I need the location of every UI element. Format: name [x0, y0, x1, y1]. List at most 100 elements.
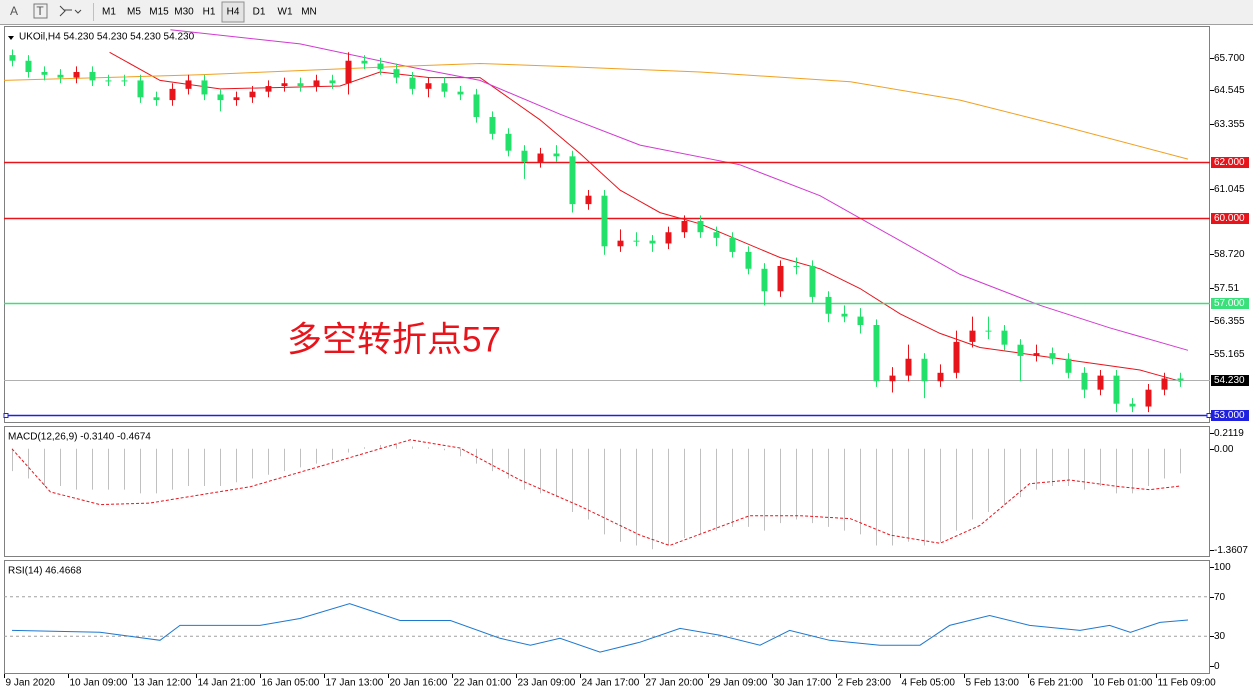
timeframe-button[interactable]: M1	[102, 7, 116, 18]
tool-icon[interactable]	[59, 5, 82, 17]
level-box	[1211, 213, 1249, 224]
x-tick-label: 2 Feb 23:00	[838, 678, 892, 689]
x-tick-label: 9 Jan 2020	[6, 678, 56, 689]
candle-body	[1033, 353, 1040, 356]
candle-body	[841, 313, 848, 317]
candle-body	[601, 195, 608, 247]
x-tick-label: 5 Feb 13:00	[966, 678, 1020, 689]
candle-body	[153, 97, 160, 101]
candle-body	[1017, 344, 1024, 356]
level-box	[1211, 298, 1249, 309]
candle-body	[729, 237, 736, 252]
x-tick-label: 17 Jan 13:00	[326, 678, 384, 689]
x-tick-label: 13 Jan 12:00	[134, 678, 192, 689]
candle-body	[249, 91, 256, 98]
x-tick-label: 16 Jan 05:00	[262, 678, 320, 689]
rsi-line	[11, 603, 1189, 653]
candle-body	[57, 74, 64, 78]
panel-title: MACD(12,26,9) -0.3140 -0.4674	[8, 432, 151, 443]
candle-body	[745, 251, 752, 269]
candle-body	[761, 268, 768, 292]
x-tick-label: 11 Feb 09:00	[1158, 678, 1217, 689]
x-tick-label: 24 Jan 17:00	[582, 678, 640, 689]
frames	[4, 26, 1210, 674]
timeframe-button[interactable]: H4	[227, 7, 240, 18]
candle-body	[953, 341, 960, 373]
candle-body	[121, 80, 128, 82]
candle-body	[713, 232, 720, 238]
candle-body	[169, 88, 176, 101]
y-tick-label: 100	[1214, 562, 1231, 573]
level-label: 57.000	[1214, 298, 1245, 309]
candle-body	[1097, 375, 1104, 390]
y-tick-label: 0.00	[1214, 444, 1234, 455]
panel-title: RSI(14) 46.4668	[8, 566, 82, 577]
candle-body	[297, 83, 304, 87]
candle-body	[1145, 389, 1152, 407]
candle-body	[665, 232, 672, 244]
candle-body	[521, 150, 528, 162]
candle-body	[25, 60, 32, 72]
candle-body	[137, 80, 144, 98]
candle-body	[281, 83, 288, 87]
y-tick-label: 61.045	[1214, 184, 1245, 195]
candle-body	[473, 94, 480, 117]
candle-body	[457, 91, 464, 95]
tool-button[interactable]: A	[10, 4, 18, 18]
x-tick-label: 14 Jan 21:00	[198, 678, 256, 689]
current-price-box	[1211, 375, 1249, 386]
y-tick-label: 0.2119	[1214, 428, 1244, 439]
x-tick-label: 4 Feb 05:00	[902, 678, 956, 689]
x-tick-label: 10 Feb 01:00	[1094, 678, 1153, 689]
timeframe-button[interactable]: W1	[278, 7, 293, 18]
candle-body	[633, 240, 640, 242]
candle-body	[569, 156, 576, 205]
timeframe-button[interactable]: H1	[203, 7, 216, 18]
candle-body	[857, 316, 864, 326]
collapse-icon[interactable]	[8, 36, 14, 40]
active-timeframe	[221, 1, 245, 23]
timeframe-button[interactable]: MN	[301, 7, 317, 18]
candle-body	[921, 358, 928, 382]
tool-button[interactable]: T	[36, 4, 44, 18]
candle-body	[313, 80, 320, 87]
macd-panel	[4, 426, 1210, 557]
timeframe-button[interactable]: D1	[253, 7, 266, 18]
level-label: 62.000	[1214, 157, 1245, 168]
candle-body	[1081, 372, 1088, 390]
candle-body	[345, 60, 352, 84]
candle-body	[969, 330, 976, 342]
x-tick-label: 22 Jan 01:00	[454, 678, 512, 689]
candle-body	[1177, 378, 1184, 381]
y-tick-label: 65.700	[1214, 53, 1245, 64]
candle-body	[681, 220, 688, 233]
y-tick-label: 0	[1214, 661, 1220, 672]
timeframe-button[interactable]: M5	[127, 7, 141, 18]
x-tick-label: 27 Jan 20:00	[646, 678, 704, 689]
candle-body	[441, 83, 448, 92]
timeframe-button[interactable]: M30	[174, 7, 194, 18]
panel-title: UKOil,H4 54.230 54.230 54.230 54.230	[19, 32, 195, 43]
candle-body	[265, 86, 272, 92]
candle-body	[185, 80, 192, 89]
tool-frame	[33, 3, 48, 19]
candle-body	[809, 265, 816, 297]
main-panel	[4, 26, 1210, 423]
candle-body	[1049, 353, 1056, 359]
candle-body	[825, 296, 832, 314]
timeframe-button[interactable]: M15	[149, 7, 169, 18]
x-tick-label: 29 Jan 09:00	[710, 678, 768, 689]
y-tick-label: 56.355	[1214, 316, 1245, 327]
x-tick-label: 6 Feb 21:00	[1030, 678, 1084, 689]
candle-body	[505, 133, 512, 151]
candle-body	[377, 63, 384, 70]
rsi-panel	[4, 560, 1210, 674]
candle-body	[9, 55, 16, 61]
candle-body	[1001, 330, 1008, 345]
y-tick-label: 70	[1214, 592, 1226, 603]
candle-body	[889, 375, 896, 382]
candle-body	[201, 80, 208, 95]
y-tick-label: 64.545	[1214, 85, 1245, 96]
